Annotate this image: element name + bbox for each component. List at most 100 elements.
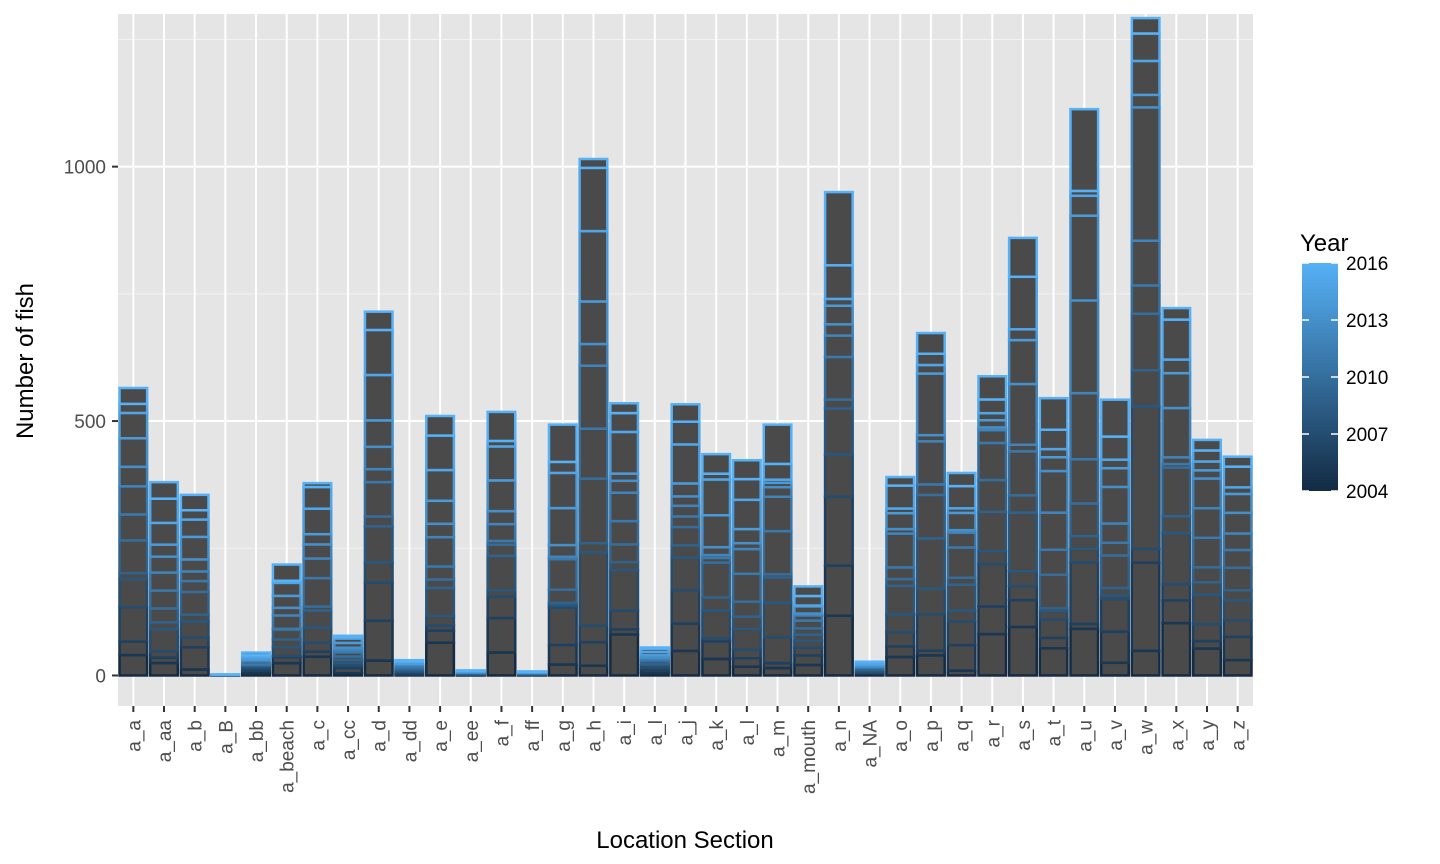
- bar-segment: [793, 654, 824, 667]
- bar-segment: [1130, 32, 1161, 63]
- bar-segment: [670, 504, 701, 518]
- bar-segment: [946, 620, 977, 647]
- bar-segment: [547, 460, 578, 475]
- bar-segment: [670, 403, 701, 423]
- bar: [547, 423, 578, 677]
- bars-layer: [118, 16, 1253, 677]
- bar-segment: [915, 363, 946, 375]
- x-tick-label: a_u: [1075, 720, 1096, 752]
- bar-segment: [609, 430, 640, 475]
- x-tick-label: a_aa: [155, 720, 176, 763]
- x-tick-label: a_g: [554, 720, 575, 752]
- bar-segment: [118, 653, 149, 677]
- bar-segment: [609, 411, 640, 434]
- bar-segment: [823, 495, 854, 567]
- bar-segment: [1038, 573, 1069, 610]
- y-tick-label: 0: [95, 666, 106, 687]
- bar-segment: [793, 594, 824, 607]
- bar-segment: [1222, 599, 1253, 622]
- x-tick-label: a_b: [186, 720, 207, 752]
- bar-segment: [425, 641, 456, 677]
- bar: [271, 563, 302, 677]
- bar-segment: [670, 482, 701, 498]
- bar-segment: [547, 643, 578, 666]
- bar: [946, 471, 977, 677]
- bar-segment: [977, 398, 1008, 415]
- bar-segment: [1038, 548, 1069, 577]
- bar-segment: [731, 615, 762, 631]
- bar-segment: [1191, 580, 1223, 596]
- bar-segment: [1130, 405, 1161, 551]
- bar-segment: [578, 477, 609, 545]
- bar-segment: [670, 588, 701, 625]
- bar-segment: [547, 557, 578, 591]
- bar-segment: [915, 654, 946, 677]
- bar-segment: [1130, 547, 1161, 564]
- bar-segment: [977, 375, 1008, 401]
- bar-segment: [977, 562, 1008, 608]
- bar-segment: [885, 613, 916, 634]
- x-tick-label: a_v: [1106, 720, 1127, 751]
- bar-segment: [977, 632, 1008, 677]
- bar: [854, 660, 885, 677]
- bar-segment: [1130, 239, 1161, 287]
- bar-segment: [885, 532, 916, 569]
- bar-segment: [946, 609, 977, 623]
- bar-segment: [915, 537, 946, 590]
- bar-segment: [148, 607, 180, 624]
- bar-segment: [363, 328, 394, 377]
- bar-segment: [363, 480, 394, 518]
- bar: [977, 375, 1008, 677]
- bar-segment: [670, 649, 701, 677]
- x-tick-label: a_B: [216, 720, 237, 754]
- legend-label: 2007: [1346, 425, 1388, 446]
- bar-segment: [1099, 630, 1131, 665]
- bar-segment: [670, 443, 701, 485]
- bar-segment: [823, 323, 854, 337]
- bar-segment: [1069, 627, 1100, 677]
- bar-segment: [670, 556, 701, 592]
- bar-segment: [118, 640, 149, 657]
- bar-segment: [823, 564, 854, 618]
- bar-segment: [731, 600, 762, 618]
- bar-segment: [977, 605, 1008, 636]
- legend-label: 2010: [1346, 368, 1388, 389]
- x-tick-label: a_mouth: [799, 720, 820, 794]
- bar-segment: [609, 402, 640, 415]
- bar: [1161, 306, 1192, 677]
- bar-segment: [179, 590, 210, 616]
- x-axis: a_a a_aa a_b a_B a_bb a_beach a_c a_cc a_d a_dd a_…: [124, 706, 1250, 794]
- bar-segment: [670, 420, 701, 446]
- bar-segment: [823, 398, 854, 410]
- bar-segment: [1007, 584, 1038, 602]
- bar: [302, 481, 333, 677]
- bar-segment: [609, 543, 640, 564]
- x-tick-label: a_f: [492, 719, 513, 746]
- bar-segment: [578, 427, 609, 480]
- bar: [762, 423, 793, 677]
- x-tick-label: a_y: [1198, 720, 1219, 751]
- bar-segment: [271, 563, 302, 582]
- bar-segment: [1222, 635, 1253, 662]
- x-tick-label: a_bb: [247, 720, 268, 762]
- bar-segment: [1007, 338, 1038, 386]
- bar-segment: [425, 522, 456, 539]
- bar-segment: [363, 581, 394, 623]
- x-tick-label: a_z: [1229, 720, 1250, 751]
- bar-segment: [179, 558, 210, 573]
- bar-segment: [302, 485, 333, 510]
- bar: [1222, 455, 1253, 677]
- bar-segment: [1191, 477, 1223, 510]
- legend-label: 2013: [1346, 311, 1388, 332]
- bar-segment: [1038, 428, 1069, 451]
- bar-segment: [731, 665, 762, 677]
- bar-segment: [578, 157, 609, 170]
- bar-segment: [915, 440, 946, 486]
- bar-segment: [1130, 561, 1161, 653]
- bar-segment: [547, 543, 578, 559]
- bar: [240, 651, 272, 677]
- bar-segment: [486, 479, 517, 513]
- bar-segment: [271, 614, 302, 631]
- bar-segment: [1099, 398, 1131, 438]
- bar-segment: [793, 585, 824, 598]
